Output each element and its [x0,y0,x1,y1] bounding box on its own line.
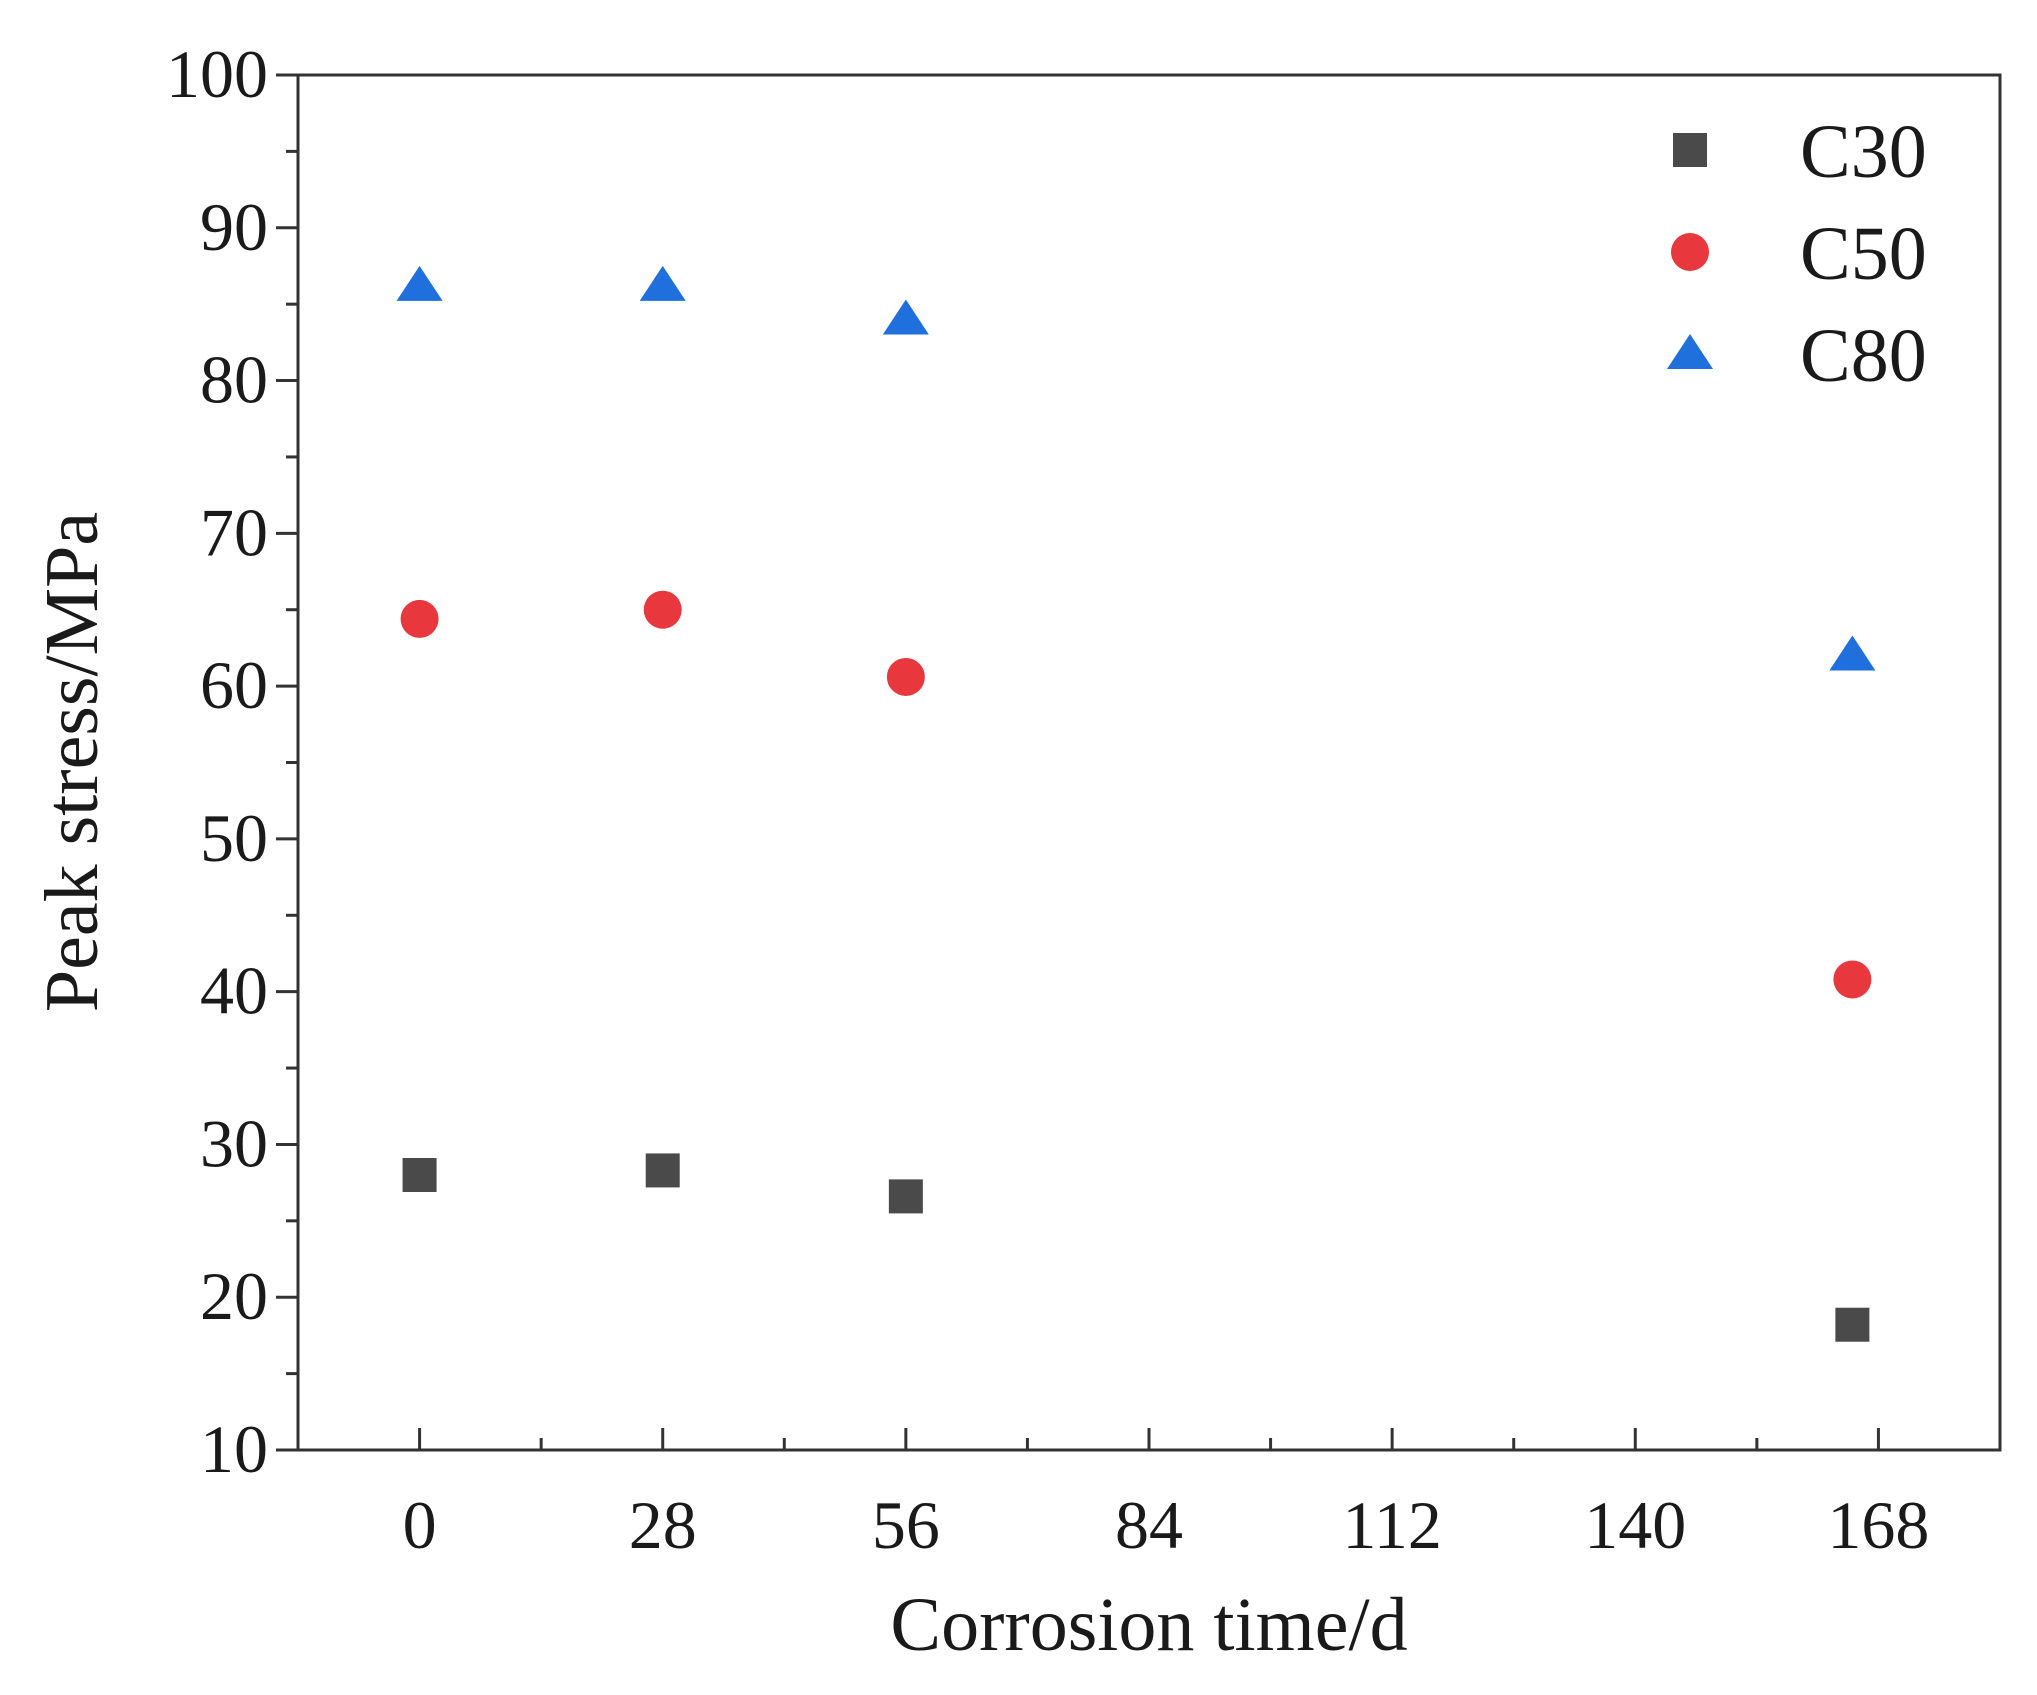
x-tick-label: 84 [1115,1487,1183,1563]
y-tick-label: 100 [166,36,268,112]
y-axis: 10 20 30 40 50 60 70 80 90 100 [166,36,298,1487]
data-point-c50 [1833,960,1872,999]
y-tick-label: 20 [200,1258,268,1334]
data-point-c50 [643,590,682,629]
data-point-c30 [402,1158,437,1192]
legend: C30 C50 C80 [1667,110,1927,398]
data-point-c80 [882,299,929,335]
data-point-c50 [886,657,925,696]
x-tick-label: 168 [1827,1487,1929,1563]
plot-frame [296,73,2002,1452]
legend-marker-c30 [1673,133,1707,167]
y-tick-label: 40 [200,953,268,1029]
data-point-c50 [400,599,439,638]
x-tick-label: 140 [1584,1487,1686,1563]
legend-marker-c80 [1667,334,1713,369]
x-tick-label: 112 [1342,1487,1441,1563]
y-tick-label: 80 [200,342,268,418]
data-point-c80 [639,265,686,301]
data-point-c80 [396,265,443,301]
data-point-c30 [1835,1307,1870,1342]
x-axis: 0 28 56 84 112 140 168 [403,1428,1929,1563]
data-point-c30 [888,1179,923,1214]
data-points [396,265,1876,1342]
y-axis-title: Peak stress/MPa [30,512,114,1012]
y-tick-label: 70 [200,494,268,570]
x-axis-title: Corrosion time/d [890,1583,1407,1667]
y-tick-label: 90 [200,189,268,265]
legend-label: C30 [1800,110,1927,194]
y-tick-label: 50 [200,800,268,876]
x-tick-label: 0 [403,1487,437,1563]
y-tick-label: 60 [200,647,268,723]
x-tick-label: 56 [872,1487,940,1563]
legend-marker-c50 [1671,233,1709,271]
data-point-c80 [1829,635,1876,671]
y-tick-label: 30 [200,1105,268,1181]
legend-label: C50 [1800,212,1927,296]
legend-label: C80 [1800,314,1927,398]
y-tick-label: 10 [200,1411,268,1487]
x-tick-label: 28 [629,1487,697,1563]
data-point-c30 [645,1153,680,1188]
